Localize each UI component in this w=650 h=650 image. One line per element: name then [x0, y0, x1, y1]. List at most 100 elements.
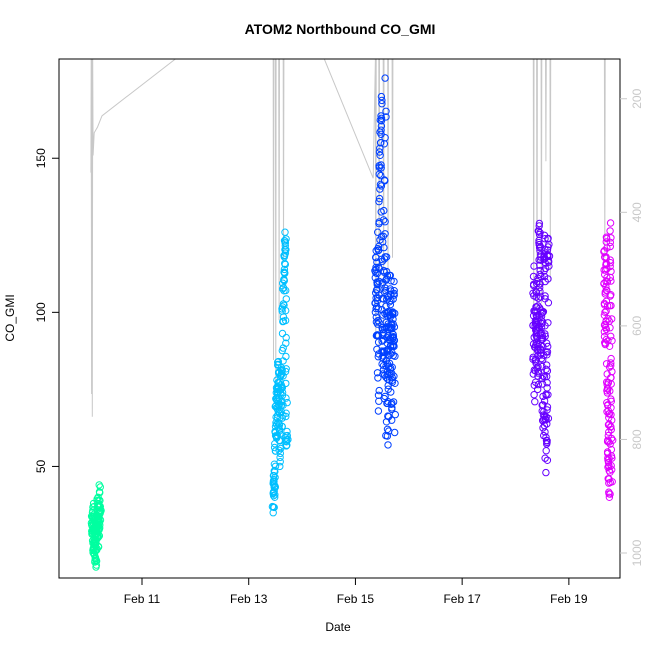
data-point [543, 440, 551, 448]
data-point [608, 337, 616, 345]
series-4 [600, 219, 617, 501]
data-point [381, 284, 389, 292]
data-point [606, 490, 614, 498]
data-point [606, 242, 614, 251]
data-point [603, 389, 612, 397]
data-point [538, 309, 546, 318]
data-point [378, 100, 386, 108]
data-point [531, 398, 539, 406]
data-point [92, 555, 100, 563]
data-point [281, 260, 289, 269]
data-point [377, 161, 385, 169]
data-point [278, 414, 286, 422]
data-point [379, 216, 388, 224]
data-point [529, 353, 537, 361]
data-point [375, 148, 384, 156]
data-point [376, 180, 385, 189]
data-point [605, 493, 614, 501]
data-point [607, 291, 615, 299]
data-point [372, 318, 381, 326]
data-point [602, 282, 610, 291]
data-point [544, 319, 552, 327]
data-point [543, 348, 552, 356]
data-points [87, 74, 617, 571]
data-point [607, 380, 615, 388]
data-point [534, 380, 542, 389]
data-point [284, 435, 292, 444]
data-point [385, 271, 394, 280]
data-point [386, 350, 395, 358]
data-point [282, 432, 290, 440]
data-point [380, 206, 388, 215]
data-point [538, 318, 547, 326]
data-point [608, 315, 616, 323]
series-0 [87, 481, 105, 571]
data-point [536, 229, 544, 237]
y-tick-label: 50 [34, 459, 48, 473]
y2-tick-label: 800 [630, 429, 644, 449]
data-point [379, 238, 387, 246]
data-point [539, 308, 548, 316]
data-point [373, 345, 381, 353]
data-point [283, 441, 291, 449]
data-point [532, 287, 540, 296]
data-point [389, 308, 397, 316]
data-point [606, 227, 614, 235]
data-point [529, 272, 538, 281]
data-point [603, 244, 611, 252]
data-point [282, 409, 290, 417]
data-point [94, 543, 103, 551]
data-point [604, 454, 612, 462]
data-point [609, 436, 617, 444]
data-point [382, 107, 390, 116]
data-point [279, 372, 287, 380]
data-point [96, 524, 104, 532]
data-point [281, 437, 290, 445]
data-point [530, 262, 538, 270]
data-point [541, 330, 549, 338]
data-point [606, 262, 614, 271]
data-point [282, 412, 290, 421]
data-point [537, 316, 545, 325]
data-point [543, 403, 552, 411]
data-point [605, 488, 613, 496]
data-point [390, 277, 398, 286]
data-point [96, 509, 104, 517]
data-point [274, 357, 283, 366]
data-point [374, 353, 382, 361]
data-point [607, 395, 615, 403]
pressure-series [90, 58, 606, 417]
data-point [375, 170, 383, 179]
data-point [388, 399, 396, 407]
data-point [387, 388, 395, 396]
data-point [607, 359, 615, 367]
data-point [537, 272, 545, 281]
x-tick-label: Feb 11 [124, 592, 161, 606]
data-point [391, 379, 399, 387]
data-point [606, 387, 614, 395]
data-point [605, 475, 613, 483]
data-point [381, 287, 390, 295]
data-point [607, 423, 615, 431]
data-point [377, 139, 385, 147]
data-point [279, 344, 287, 352]
data-point [281, 316, 290, 325]
data-point [382, 113, 390, 121]
data-point [541, 235, 549, 243]
y2-tick-label: 600 [630, 316, 644, 336]
data-point [93, 545, 101, 553]
chart-title: ATOM2 Northbound CO_GMI [245, 21, 436, 37]
y-tick-label: 150 [34, 148, 48, 168]
data-point [376, 144, 384, 153]
data-point [536, 283, 544, 292]
y2-tick-label: 1000 [630, 539, 644, 566]
data-point [96, 483, 105, 491]
data-point [539, 356, 547, 364]
data-point [542, 436, 551, 445]
data-point [271, 491, 279, 499]
data-point [606, 238, 614, 247]
data-point [544, 342, 552, 351]
data-point [270, 487, 278, 495]
data-point [607, 267, 615, 276]
data-point [608, 466, 616, 474]
